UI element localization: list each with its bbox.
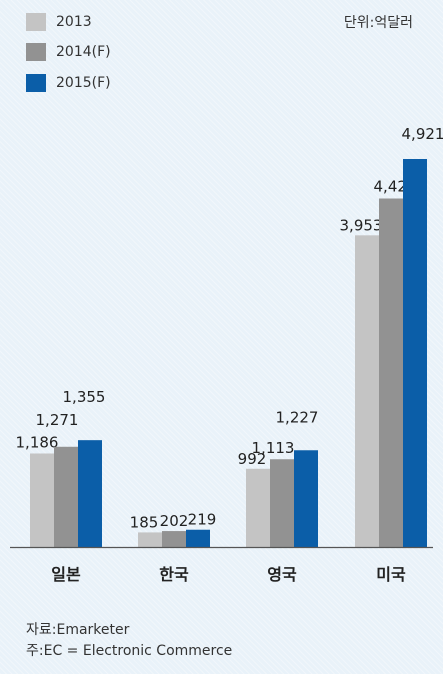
legend-item-2015f: 2015(F) — [26, 73, 111, 93]
legend-swatch-2014f — [26, 43, 46, 61]
legend-label-2014f: 2014(F) — [56, 44, 111, 60]
footnote: 주:EC = Electronic Commerce — [26, 643, 233, 659]
data-label-4-2015f: 4,921 — [402, 125, 443, 143]
bar-3-2015f — [294, 450, 318, 547]
legend-label-2015f: 2015(F) — [56, 75, 111, 91]
data-label-1-2014f: 1,271 — [36, 411, 79, 429]
x-tick-label-4: 미국 — [376, 565, 406, 584]
bar-4-2015f — [403, 159, 427, 547]
data-label-1-2013: 1,186 — [16, 433, 59, 451]
bar-4-2013 — [355, 235, 379, 547]
data-label-2-2015f: 219 — [188, 511, 217, 529]
bar-1-2015f — [78, 440, 102, 547]
x-tick-label-1: 일본 — [51, 565, 81, 584]
data-label-2-2013: 185 — [130, 513, 159, 531]
bar-3-2013 — [246, 468, 270, 547]
data-label-3-2014f: 1,113 — [252, 439, 295, 457]
data-label-3-2013: 992 — [238, 450, 267, 468]
bar-2-2014f — [162, 531, 186, 547]
legend-item-2014f: 2014(F) — [26, 42, 111, 62]
data-label-2-2014f: 202 — [160, 512, 189, 530]
bar-3-2014f — [270, 459, 294, 547]
bar-4-2014f — [379, 198, 403, 548]
x-tick-label-3: 영국 — [267, 565, 297, 584]
x-tick-label-2: 한국 — [159, 565, 189, 584]
bar-2-2015f — [186, 529, 210, 547]
bar-2-2013 — [138, 532, 162, 547]
legend-label-2013: 2013 — [56, 14, 92, 30]
source-note: 자료:Emarketer — [26, 622, 130, 638]
legend-swatch-2013 — [26, 13, 46, 31]
legend-swatch-2015f — [26, 74, 46, 92]
data-label-4-2013: 3,953 — [340, 216, 383, 234]
data-label-1-2015f: 1,355 — [63, 388, 106, 406]
bar-1-2013 — [30, 453, 54, 547]
legend-item-2013: 2013 — [26, 12, 92, 32]
bar-1-2014f — [54, 446, 78, 547]
data-label-3-2015f: 1,227 — [276, 408, 319, 426]
unit-label: 단위:억달러 — [343, 15, 413, 31]
